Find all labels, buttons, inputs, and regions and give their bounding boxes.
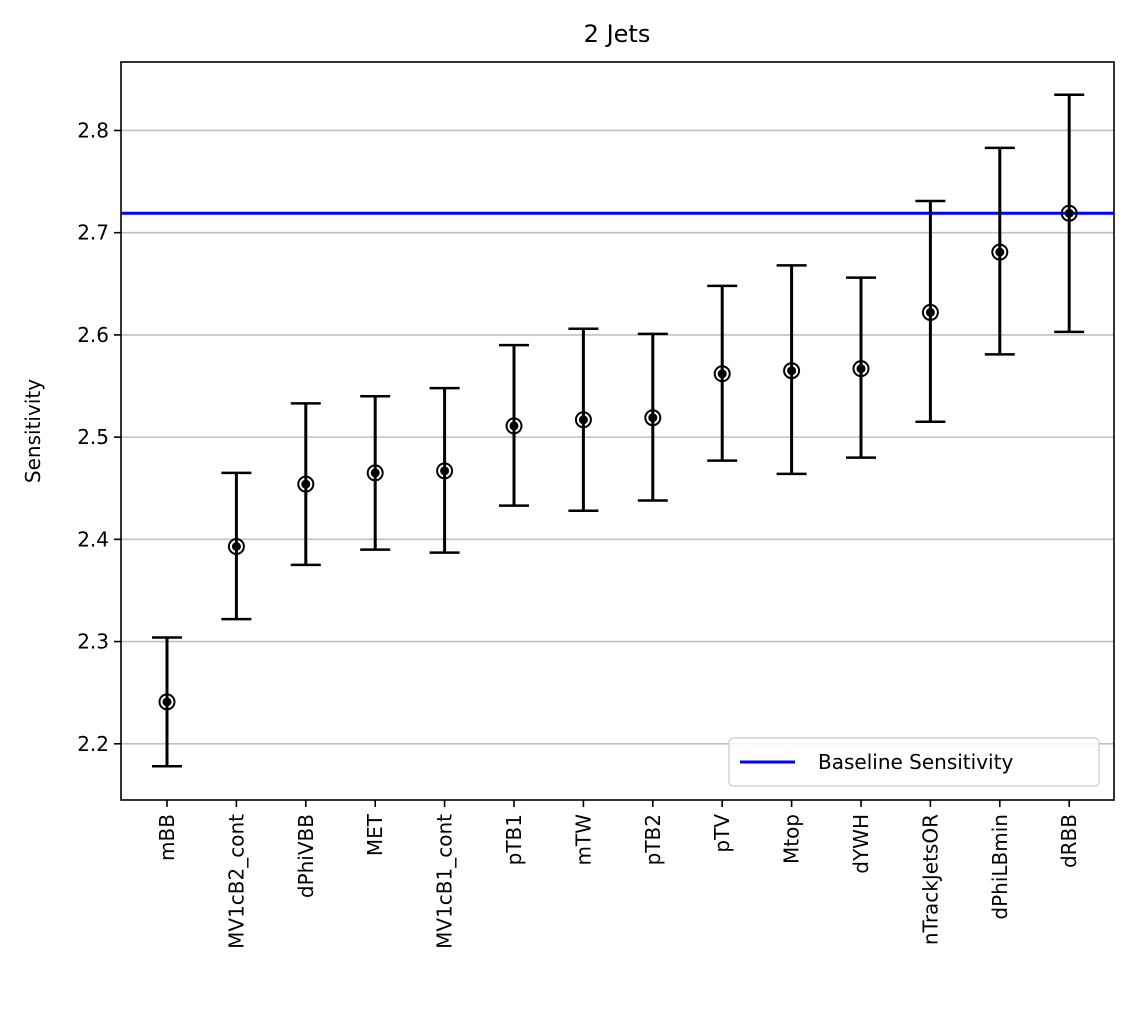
data-point-ring [297,475,315,493]
data-point [440,466,450,476]
legend-box [728,737,1100,787]
data-layer [152,93,1085,768]
x-tick-label: dPhiLBmin [988,814,1012,920]
data-point [301,479,311,489]
data-point-ring [1060,204,1078,222]
plot-frame [120,61,1115,801]
x-tick-label: MV1cB1_cont [433,814,457,949]
y-tick-label: 2.6 [77,323,109,347]
legend: Baseline Sensitivity [728,737,1100,787]
x-tick-label: nTrackJetsOR [918,814,942,945]
data-point [1064,208,1074,218]
data-point [856,364,866,374]
x-tick-label: dYWH [849,814,873,874]
data-point [995,247,1005,257]
y-tick-label: 2.7 [77,221,109,245]
y-axis-label: Sensitivity [21,379,45,483]
data-point-ring [852,360,870,378]
y-tick-label: 2.8 [77,118,109,142]
x-axis: mBB MV1cB2_cont dPhiVBB MET MV1cB1_cont pTB1 m… [155,800,1081,949]
data-point-ring [227,538,245,556]
data-point-ring [366,464,384,482]
data-point [925,307,935,317]
x-tick-label: mBB [155,814,179,861]
y-tick-label: 2.2 [77,732,109,756]
data-point [231,542,241,552]
data-point-ring [713,365,731,383]
data-point [578,415,588,425]
data-point [717,369,727,379]
x-tick-label: dPhiVBB [294,814,318,898]
data-point-ring [574,411,592,429]
x-tick-label: pTV [710,814,734,853]
chart-title: 2 Jets [584,20,651,48]
y-tick-label: 2.4 [77,527,109,551]
data-point-ring [991,243,1009,261]
data-point [509,421,519,431]
x-tick-label: MV1cB2_cont [224,814,248,949]
data-point [370,468,380,478]
x-tick-label: Mtop [780,814,804,864]
data-point-ring [644,409,662,427]
x-tick-label: pTB2 [641,814,665,865]
y-tick-label: 2.5 [77,425,109,449]
y-tick-label: 2.3 [77,630,109,654]
y-axis: 2.2 2.3 2.4 2.5 2.6 2.7 2.8 [77,118,121,756]
x-tick-label: pTB1 [502,814,526,865]
data-point-ring [783,362,801,380]
data-point [162,697,172,707]
grid-layer [121,129,1114,745]
data-point-ring [505,417,523,435]
data-point [648,413,658,423]
x-tick-label: dRBB [1057,814,1081,868]
x-tick-label: mTW [571,814,595,866]
data-point [787,366,797,376]
data-point-ring [158,693,176,711]
data-point-ring [436,462,454,480]
legend-baseline-label: Baseline Sensitivity [818,750,1013,774]
x-tick-label: MET [363,813,387,856]
data-point-ring [921,303,939,321]
